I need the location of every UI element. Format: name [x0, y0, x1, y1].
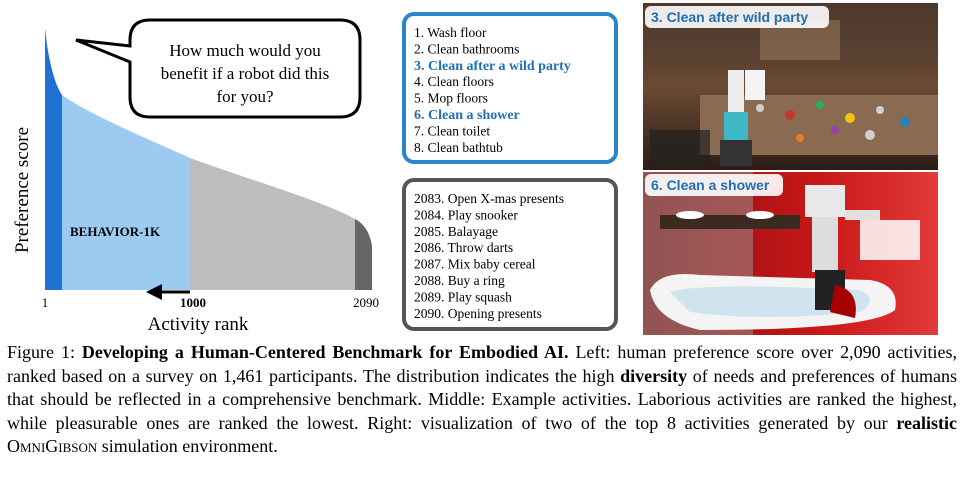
arrow-head: [146, 284, 162, 300]
bottom-list-box: [402, 178, 618, 331]
caption-text: diversity: [620, 365, 688, 386]
list-item: 2. Clean bathrooms: [414, 41, 519, 56]
caption-text: Left: human preference score over 2,090 …: [7, 342, 957, 386]
caption-text: Developing a Human-Centered Benchmark fo…: [81, 342, 569, 362]
figure: BEHAVIOR-1K 1 1000 2090 Activity rank Pr…: [12, 3, 938, 335]
list-item: 1. Wash floor: [414, 25, 487, 40]
list-item: 3. Clean after a wild party: [414, 59, 571, 74]
preference-chart: BEHAVIOR-1K 1 1000 2090 Activity rank Pr…: [12, 18, 379, 335]
speech-bubble: [75, 18, 362, 119]
speech-line: for you?: [216, 87, 273, 106]
caption-text: OmniGibson: [7, 436, 98, 457]
image-shower: [643, 172, 938, 335]
top-list-box: [402, 12, 618, 164]
x-tick-label: 1000: [180, 295, 206, 310]
list-item: 6. Clean a shower: [414, 108, 520, 123]
region-label: BEHAVIOR-1K: [70, 224, 161, 239]
x-tick-label: 1: [42, 295, 49, 310]
list-item: 8. Clean bathtub: [414, 140, 503, 155]
list-item: 2087. Mix baby cereal: [414, 257, 536, 272]
list-item: 2085. Balayage: [414, 224, 498, 239]
caption-text: of needs and preferences of humans that …: [7, 365, 957, 433]
caption-text: simulation environment.: [97, 436, 278, 457]
list-item: 2088. Buy a ring: [414, 273, 505, 288]
list-item: 4. Clean floors: [414, 74, 494, 89]
caption-text: realistic: [896, 412, 957, 433]
speech-line: How much would you: [169, 41, 321, 60]
speech-line: benefit if a robot did this: [161, 64, 330, 83]
x-tick-label: 2090: [353, 295, 379, 310]
list-item: 2089. Play squash: [414, 289, 512, 304]
list-item: 2083. Open X-mas presents: [414, 191, 564, 206]
list-item: 7. Clean toilet: [414, 123, 490, 138]
image-label-box: [645, 6, 829, 28]
list-item: 2090. Opening presents: [414, 306, 542, 321]
list-item: 2084. Play snooker: [414, 207, 518, 222]
area-rest: [190, 158, 355, 290]
image-party: [643, 3, 938, 170]
area-top: [45, 28, 62, 290]
image-label-box: [645, 174, 783, 196]
caption-text: Figure 1:: [7, 342, 82, 362]
list-item: 2086. Throw darts: [414, 240, 513, 255]
area-tail: [355, 219, 372, 290]
image-label: 6. Clean a shower: [651, 177, 770, 193]
list-item: 5. Mop floors: [414, 91, 488, 106]
y-axis-label: Preference score: [12, 127, 33, 253]
x-axis-label: Activity rank: [148, 314, 249, 335]
caption: Figure 1: Developing a Human-Centered Be…: [7, 341, 957, 459]
area-benchmark: [45, 28, 190, 290]
image-label: 3. Clean after wild party: [651, 9, 808, 25]
